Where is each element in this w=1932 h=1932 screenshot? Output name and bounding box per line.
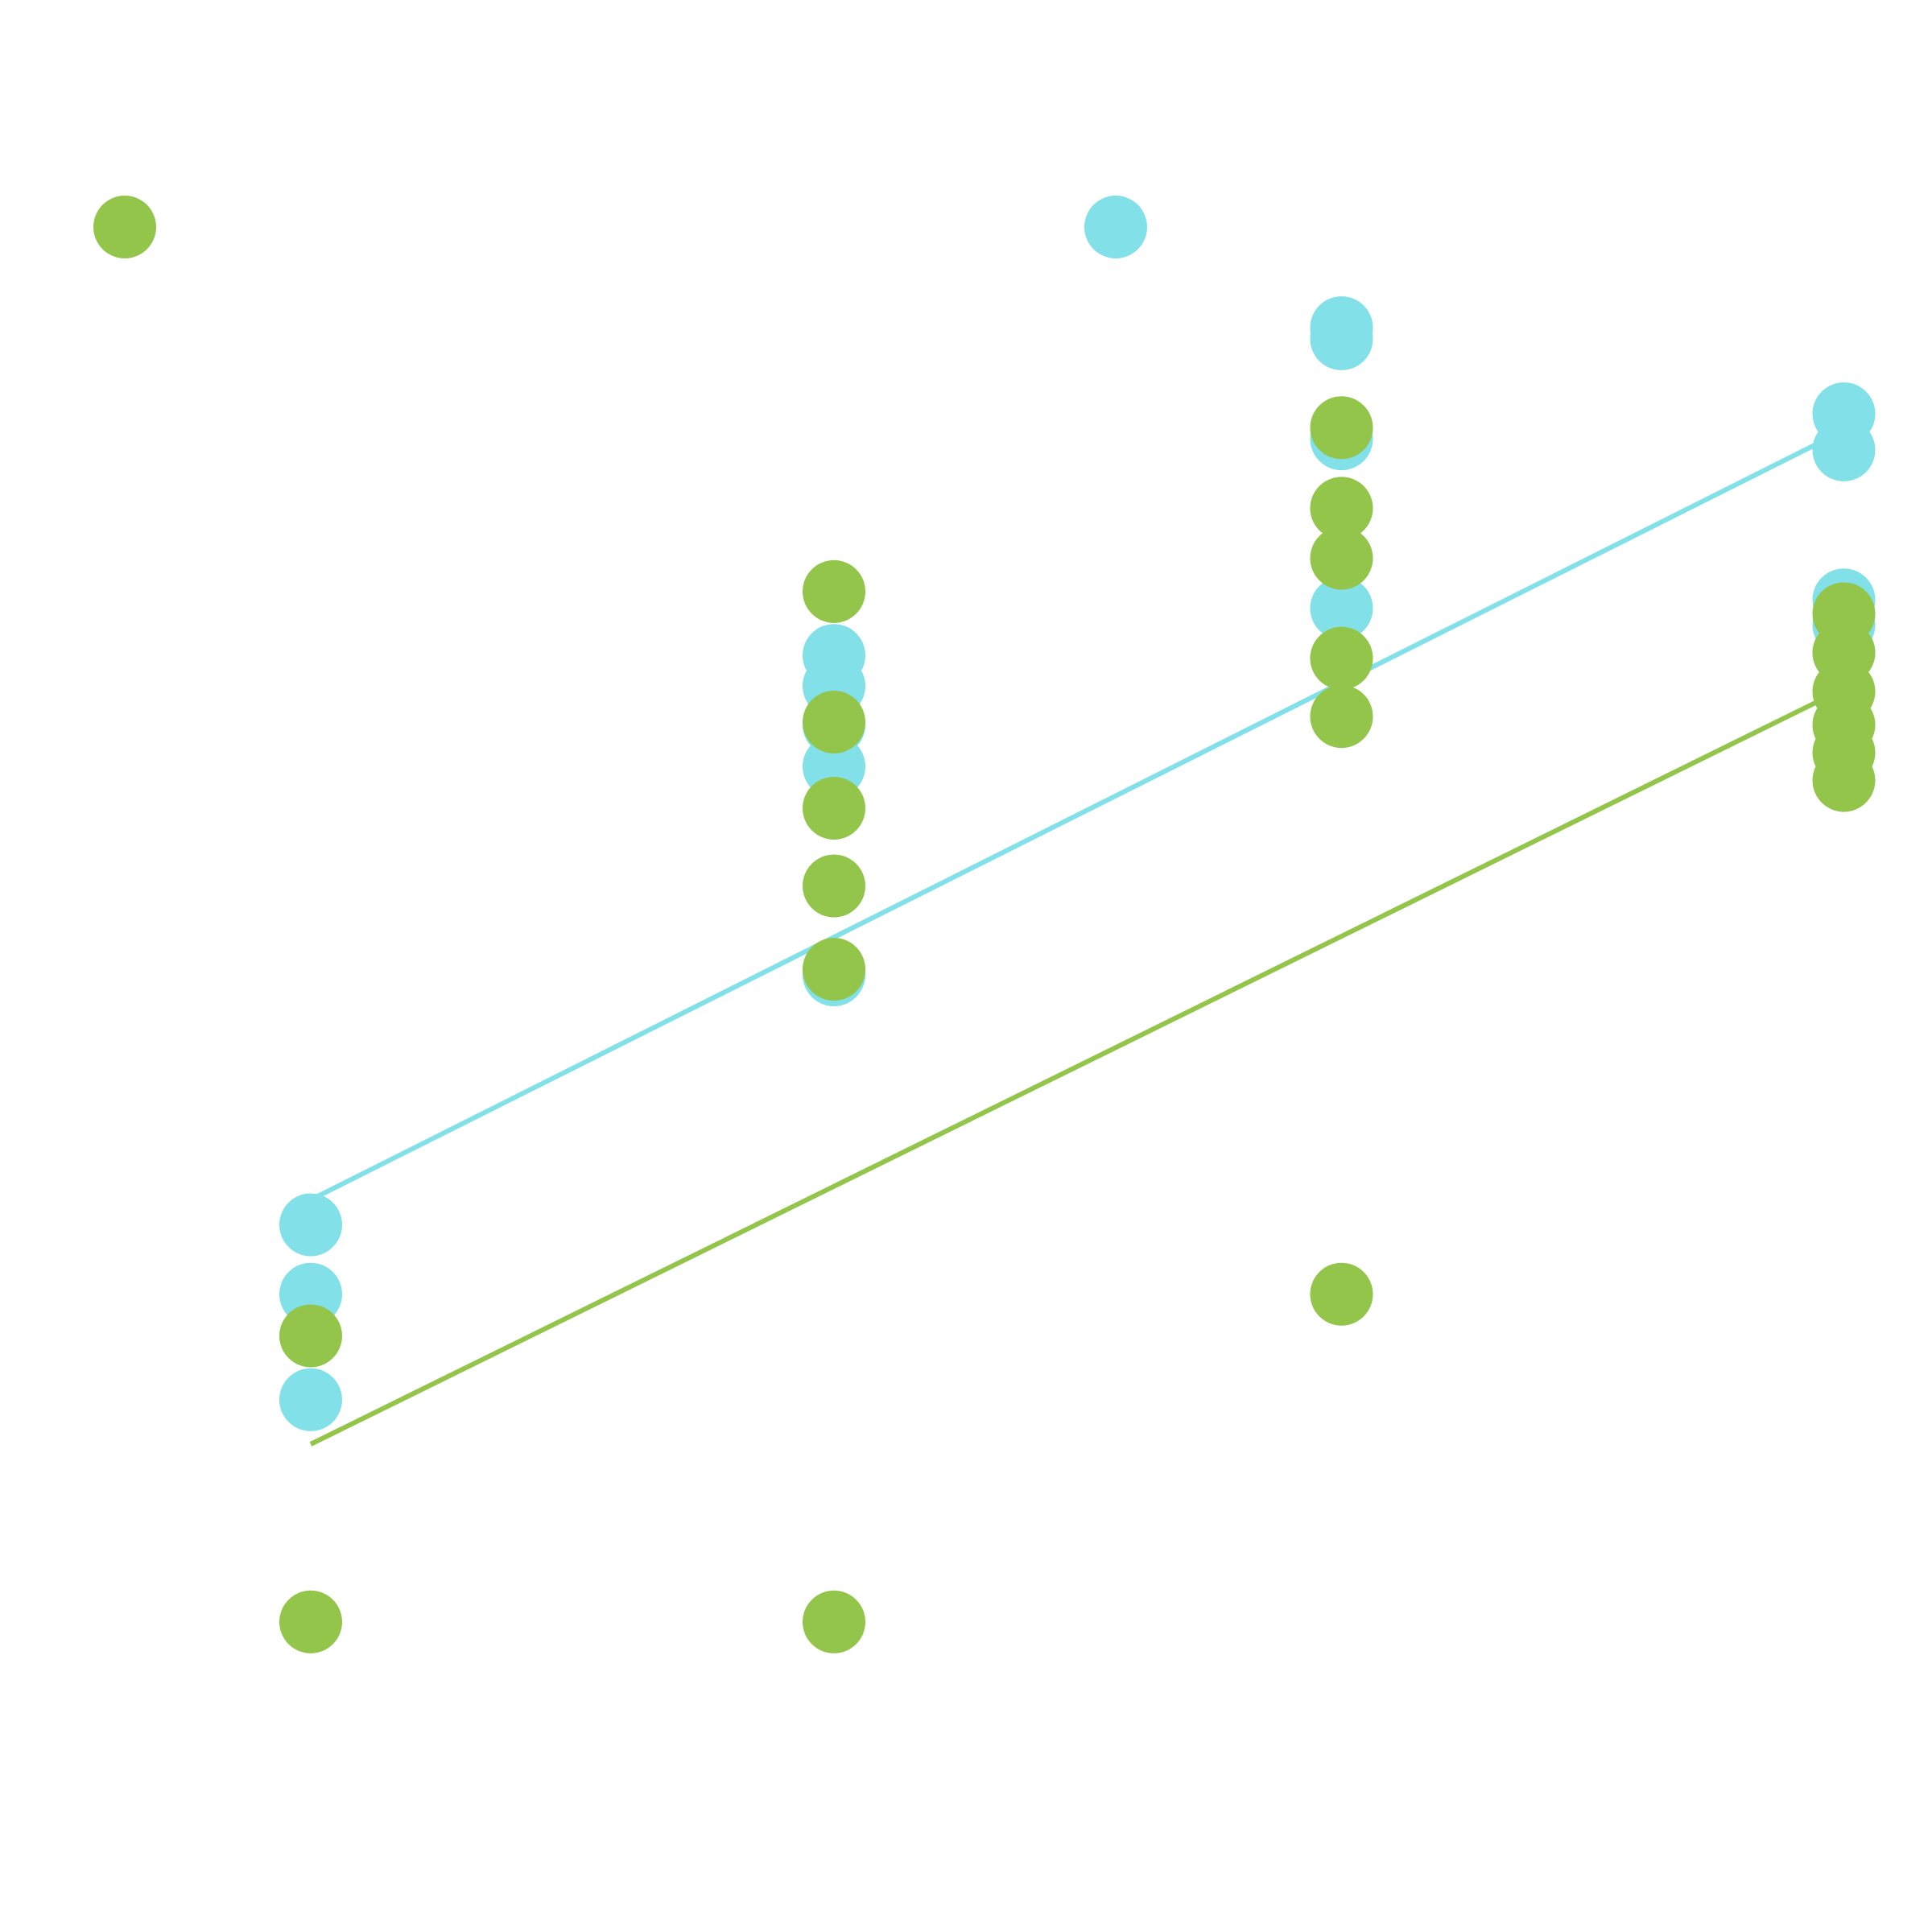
series-2-point (803, 938, 865, 1001)
series-1-point (1310, 307, 1373, 370)
series-2-point (1812, 749, 1876, 812)
series-2-point (1310, 685, 1373, 749)
series-1-trend-line (309, 428, 1845, 1203)
series-2-legend-marker (93, 196, 156, 258)
series-2-point (1310, 396, 1373, 460)
series-2-point (1310, 477, 1373, 540)
trend-lines (309, 428, 1845, 1447)
series-1-point (279, 1368, 342, 1431)
series-2-point (1310, 526, 1373, 590)
series-2-point (803, 559, 865, 623)
data-points (279, 296, 1876, 1653)
series-2-point (803, 691, 865, 753)
series-2-point (279, 1304, 342, 1368)
series-2-trend-line (309, 686, 1845, 1447)
series-1-point (1812, 418, 1876, 481)
series-2-point (279, 1590, 342, 1653)
series-1-legend-marker (1084, 196, 1147, 258)
legend (93, 196, 1147, 258)
series-2-point (1310, 1262, 1373, 1326)
series-1-point (279, 1193, 342, 1257)
series-2-point (803, 854, 865, 918)
series-2-point (1310, 626, 1373, 690)
series-2-point (803, 1590, 865, 1653)
series-2-point (803, 776, 865, 840)
series-1-point (1310, 576, 1373, 640)
